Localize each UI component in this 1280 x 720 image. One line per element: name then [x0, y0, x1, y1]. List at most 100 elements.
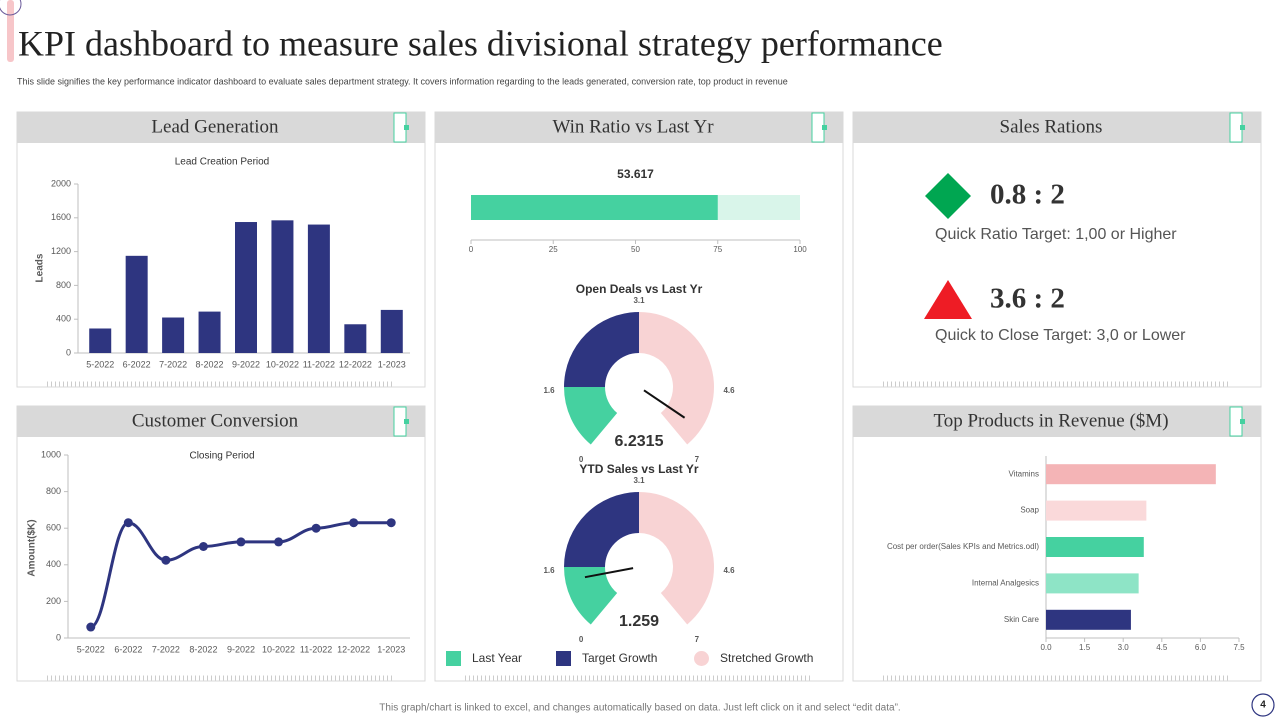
x-tick-label: 7.5 [1233, 643, 1245, 652]
panel-heading: Top Products in Revenue ($M) [933, 410, 1168, 431]
marker [274, 537, 284, 547]
chart-title: Lead Creation Period [175, 157, 270, 168]
header-dot [1240, 419, 1245, 424]
gauge-band [639, 312, 714, 445]
ratio-target: Quick Ratio Target: 1,00 or Higher [935, 226, 1177, 243]
y-tick-label: 400 [56, 314, 71, 324]
gauge-tick-label: 1.6 [543, 386, 555, 395]
panel-heading: Lead Generation [151, 116, 279, 137]
x-tick-label: 5-2022 [77, 644, 105, 654]
marker [123, 518, 133, 528]
y-tick-label: 2000 [51, 178, 71, 188]
page-title: KPI dashboard to measure sales divisiona… [18, 23, 943, 63]
bar [125, 255, 148, 353]
ratio-diamond [925, 173, 971, 219]
x-tick-label: 10-2022 [266, 359, 299, 369]
marker [386, 518, 396, 528]
panel-header [435, 112, 843, 143]
decor-circle [0, 0, 22, 16]
gauge-tick-label: 3.1 [633, 296, 645, 305]
marker [86, 622, 96, 632]
x-tick-label: 11-2022 [300, 644, 332, 654]
y-axis-label: Amount($K) [27, 519, 38, 576]
legend-label: Stretched Growth [720, 651, 813, 665]
y-tick-label: Soap [1020, 506, 1039, 515]
gauge-band [564, 492, 639, 567]
header-dot [822, 125, 827, 130]
bar [1046, 537, 1144, 557]
gauge-tick-label: 7 [695, 455, 700, 464]
bar [1046, 500, 1147, 521]
y-tick-label: Cost per order(Sales KPIs and Metrics.od… [887, 542, 1039, 551]
y-tick-label: 800 [46, 486, 61, 496]
panel [852, 111, 1262, 388]
ratio-value: 3.6 : 2 [990, 283, 1065, 315]
marker [161, 555, 171, 565]
bar [471, 195, 718, 220]
x-tick-label: 1-2023 [378, 359, 406, 369]
x-tick-label: 12-2022 [337, 644, 370, 654]
legend-label: Target Growth [582, 651, 657, 665]
header-dot [404, 419, 409, 424]
y-tick-label: Skin Care [1004, 615, 1040, 624]
x-tick-label: 50 [631, 245, 640, 254]
y-tick-label: 600 [46, 523, 61, 533]
x-tick-label: 1.5 [1079, 643, 1091, 652]
panel-header [853, 406, 1261, 437]
y-tick-label: 400 [46, 559, 61, 569]
gauge-needle [584, 567, 634, 579]
x-tick-label: 8-2022 [189, 644, 217, 654]
gauge-tick-label: 3.1 [633, 476, 645, 485]
x-tick-label: 10-2022 [262, 644, 295, 654]
footer-note: This graph/chart is linked to excel, and… [379, 703, 900, 714]
legend-swatch [556, 651, 571, 666]
bar [198, 311, 221, 353]
x-tick-label: 4.5 [1156, 643, 1168, 652]
bar [235, 222, 257, 353]
gauge-tick-label: 4.6 [723, 566, 735, 575]
x-tick-label: 6-2022 [123, 359, 151, 369]
y-tick-label: 1200 [51, 246, 71, 256]
x-tick-label: 8-2022 [196, 359, 224, 369]
x-tick-label: 100 [793, 245, 807, 254]
x-tick-label: 7-2022 [152, 644, 180, 654]
marker [236, 537, 246, 547]
x-tick-label: 25 [549, 245, 558, 254]
x-tick-label: 9-2022 [227, 644, 255, 654]
y-tick-label: 200 [46, 596, 61, 606]
x-tick-label: 5-2022 [86, 359, 114, 369]
bar-annotation: 53.617 [617, 167, 654, 181]
x-tick-label: 6.0 [1195, 643, 1207, 652]
gauge-band [564, 567, 618, 625]
x-tick-label: 3.0 [1118, 643, 1130, 652]
panel-heading: Win Ratio vs Last Yr [552, 116, 714, 137]
y-tick-label: 0 [56, 632, 61, 642]
marker [349, 518, 359, 528]
gauge-band [639, 492, 714, 625]
legend-swatch [446, 651, 461, 666]
gauge-title: Open Deals vs Last Yr [576, 282, 703, 296]
bar [271, 220, 294, 353]
legend-swatch [694, 651, 709, 666]
x-tick-label: 1-2023 [377, 644, 405, 654]
gauge-needle [643, 389, 686, 419]
decor-bar [7, 0, 14, 62]
gauge-band [564, 387, 618, 445]
marker [311, 523, 321, 533]
header-dot [1240, 125, 1245, 130]
gauge-tick-label: 0 [579, 455, 584, 464]
panel-header [17, 406, 425, 437]
chart-title: Closing Period [189, 451, 254, 462]
x-tick-label: 7-2022 [159, 359, 187, 369]
ratio-target: Quick to Close Target: 3,0 or Lower [935, 327, 1186, 344]
gauge-tick-label: 7 [695, 635, 700, 644]
x-tick-label: 0.0 [1040, 643, 1052, 652]
y-tick-label: 1000 [41, 449, 61, 459]
y-tick-label: Vitamins [1008, 469, 1039, 478]
page-number-circle [1251, 693, 1275, 717]
y-tick-label: 0 [66, 347, 71, 357]
header-dot [404, 125, 409, 130]
bar [162, 317, 185, 353]
y-tick-label: 800 [56, 280, 71, 290]
